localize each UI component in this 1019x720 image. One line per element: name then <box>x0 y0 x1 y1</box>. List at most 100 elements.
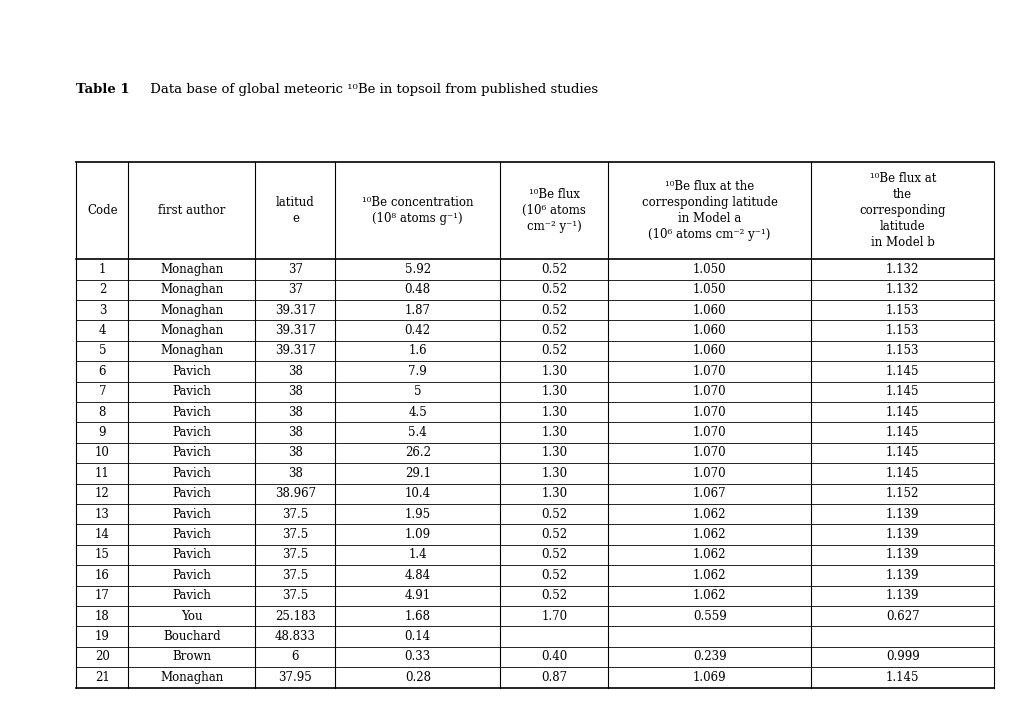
Text: 5.92: 5.92 <box>405 263 430 276</box>
Text: first author: first author <box>158 204 225 217</box>
Text: 20: 20 <box>95 650 110 664</box>
Text: 1.30: 1.30 <box>541 467 567 480</box>
Text: Monaghan: Monaghan <box>160 344 223 358</box>
Text: 0.239: 0.239 <box>692 650 726 664</box>
Text: 4.84: 4.84 <box>405 569 430 582</box>
Text: Pavich: Pavich <box>172 446 211 459</box>
Text: 0.87: 0.87 <box>541 671 567 684</box>
Text: 9: 9 <box>99 426 106 439</box>
Text: 1.060: 1.060 <box>692 344 726 358</box>
Text: 13: 13 <box>95 508 110 521</box>
Text: Bouchard: Bouchard <box>163 630 220 643</box>
Text: 6: 6 <box>291 650 299 664</box>
Text: 1.30: 1.30 <box>541 385 567 398</box>
Text: 25.183: 25.183 <box>275 610 316 623</box>
Text: 17: 17 <box>95 589 110 603</box>
Text: 37.5: 37.5 <box>282 589 308 603</box>
Text: Monaghan: Monaghan <box>160 283 223 297</box>
Text: 8: 8 <box>99 405 106 419</box>
Text: 0.48: 0.48 <box>405 283 430 297</box>
Text: 1.139: 1.139 <box>886 528 918 541</box>
Text: Pavich: Pavich <box>172 487 211 500</box>
Text: Pavich: Pavich <box>172 508 211 521</box>
Text: 38: 38 <box>287 426 303 439</box>
Text: 37.95: 37.95 <box>278 671 312 684</box>
Text: 1.070: 1.070 <box>692 365 726 378</box>
Text: Monaghan: Monaghan <box>160 671 223 684</box>
Text: Data base of global meteoric ¹⁰Be in topsoil from published studies: Data base of global meteoric ¹⁰Be in top… <box>146 83 597 96</box>
Text: 37.5: 37.5 <box>282 528 308 541</box>
Text: 0.999: 0.999 <box>884 650 919 664</box>
Text: 0.52: 0.52 <box>541 528 567 541</box>
Text: 4.91: 4.91 <box>405 589 430 603</box>
Text: Pavich: Pavich <box>172 528 211 541</box>
Text: Pavich: Pavich <box>172 365 211 378</box>
Text: ¹⁰Be flux at
the
corresponding
latitude
in Model b: ¹⁰Be flux at the corresponding latitude … <box>859 172 945 249</box>
Text: Pavich: Pavich <box>172 589 211 603</box>
Text: 1.153: 1.153 <box>886 304 918 317</box>
Text: 0.14: 0.14 <box>405 630 430 643</box>
Text: Pavich: Pavich <box>172 467 211 480</box>
Text: 4.5: 4.5 <box>408 405 427 419</box>
Text: 1.062: 1.062 <box>692 549 726 562</box>
Text: 38: 38 <box>287 405 303 419</box>
Text: 4: 4 <box>99 324 106 337</box>
Text: 1.152: 1.152 <box>886 487 918 500</box>
Text: 1.30: 1.30 <box>541 405 567 419</box>
Text: 0.42: 0.42 <box>405 324 430 337</box>
Text: 7: 7 <box>99 385 106 398</box>
Text: 1.145: 1.145 <box>886 467 918 480</box>
Text: 1.95: 1.95 <box>405 508 430 521</box>
Text: 0.52: 0.52 <box>541 283 567 297</box>
Text: 1.153: 1.153 <box>886 324 918 337</box>
Text: 10.4: 10.4 <box>405 487 430 500</box>
Text: 1.4: 1.4 <box>408 549 427 562</box>
Text: 11: 11 <box>95 467 110 480</box>
Text: 1.070: 1.070 <box>692 446 726 459</box>
Text: 1.139: 1.139 <box>886 508 918 521</box>
Text: 1.68: 1.68 <box>405 610 430 623</box>
Text: 37.5: 37.5 <box>282 508 308 521</box>
Text: 1.070: 1.070 <box>692 467 726 480</box>
Text: ¹⁰Be flux at the
corresponding latitude
in Model a
(10⁶ atoms cm⁻² y⁻¹): ¹⁰Be flux at the corresponding latitude … <box>641 180 776 241</box>
Text: 1.060: 1.060 <box>692 324 726 337</box>
Text: Pavich: Pavich <box>172 385 211 398</box>
Text: 1.6: 1.6 <box>408 344 427 358</box>
Text: Pavich: Pavich <box>172 549 211 562</box>
Text: ¹⁰Be concentration
(10⁸ atoms g⁻¹): ¹⁰Be concentration (10⁸ atoms g⁻¹) <box>362 196 473 225</box>
Text: ¹⁰Be flux
(10⁶ atoms
cm⁻² y⁻¹): ¹⁰Be flux (10⁶ atoms cm⁻² y⁻¹) <box>522 188 586 233</box>
Text: Code: Code <box>87 204 117 217</box>
Text: 1.145: 1.145 <box>886 405 918 419</box>
Text: 15: 15 <box>95 549 110 562</box>
Text: 1.050: 1.050 <box>692 263 726 276</box>
Text: 6: 6 <box>99 365 106 378</box>
Text: 1.145: 1.145 <box>886 671 918 684</box>
Text: 16: 16 <box>95 569 110 582</box>
Text: 19: 19 <box>95 630 110 643</box>
Text: 1.070: 1.070 <box>692 405 726 419</box>
Text: 1.145: 1.145 <box>886 446 918 459</box>
Text: 1.067: 1.067 <box>692 487 726 500</box>
Text: 5: 5 <box>99 344 106 358</box>
Text: 3: 3 <box>99 304 106 317</box>
Text: 1.30: 1.30 <box>541 426 567 439</box>
Text: Monaghan: Monaghan <box>160 304 223 317</box>
Text: 1.145: 1.145 <box>886 426 918 439</box>
Text: 0.28: 0.28 <box>405 671 430 684</box>
Text: 1.070: 1.070 <box>692 426 726 439</box>
Text: 0.559: 0.559 <box>692 610 726 623</box>
Text: 5: 5 <box>414 385 421 398</box>
Text: 1.062: 1.062 <box>692 589 726 603</box>
Text: 1.139: 1.139 <box>886 569 918 582</box>
Text: 0.52: 0.52 <box>541 589 567 603</box>
Text: 1.09: 1.09 <box>405 528 430 541</box>
Text: 10: 10 <box>95 446 110 459</box>
Text: 39.317: 39.317 <box>274 344 316 358</box>
Text: 18: 18 <box>95 610 110 623</box>
Text: 37: 37 <box>287 263 303 276</box>
Text: 37.5: 37.5 <box>282 569 308 582</box>
Text: 29.1: 29.1 <box>405 467 430 480</box>
Text: 1.062: 1.062 <box>692 508 726 521</box>
Text: 38.967: 38.967 <box>274 487 316 500</box>
Text: 1.060: 1.060 <box>692 304 726 317</box>
